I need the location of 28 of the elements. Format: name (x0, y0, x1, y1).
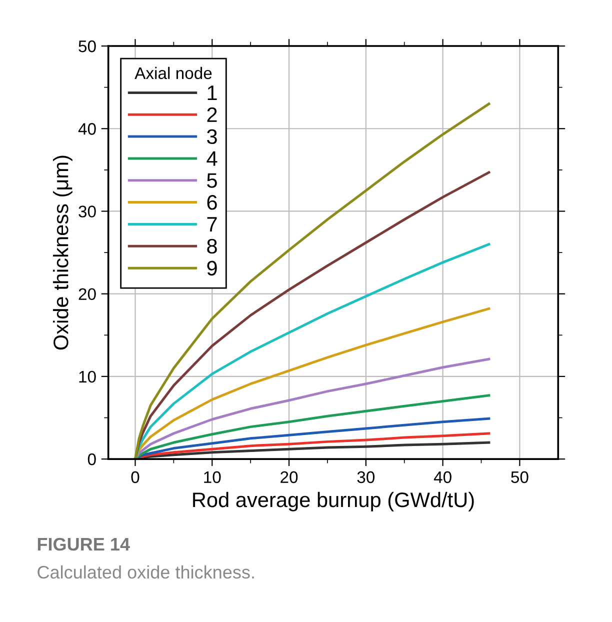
text: Calculated oxide thickness. (38, 565, 254, 579)
x-tick-label: 20 (280, 471, 298, 484)
line-series (134, 102, 490, 460)
y-tick-label: 0 (88, 453, 96, 466)
y-tick-label: 50 (78, 40, 96, 52)
y-tick-label: 20 (78, 288, 96, 300)
legend-label: 7 (207, 217, 217, 232)
y-tick-label: 30 (78, 206, 96, 218)
y-tick-label: 10 (79, 370, 96, 383)
x-axis-title: Rod average burnup (GWd/tU) (193, 492, 474, 512)
x-tick-label: 40 (434, 471, 452, 484)
x-tick-label: 50 (511, 471, 528, 484)
x-tick-label: 30 (357, 471, 375, 484)
legend-label: 1 (208, 86, 217, 100)
legend-label: 8 (207, 238, 217, 254)
legend-label: 9 (207, 260, 217, 276)
line-series (134, 171, 490, 460)
caption: FIGURE 14 (38, 538, 130, 551)
x-tick-label: 10 (204, 471, 221, 484)
legend-label: 5 (207, 173, 217, 188)
x-tick-label: 0 (131, 471, 140, 484)
y-axis-title: Oxide thickness (μm) (53, 156, 72, 350)
legend-label: 3 (207, 129, 217, 144)
legend-label: 4 (206, 151, 218, 166)
legend-label: 2 (207, 107, 217, 122)
legend-title: Axial node (134, 66, 212, 80)
y-tick-label: 40 (78, 123, 96, 135)
legend-label: 6 (207, 195, 217, 210)
